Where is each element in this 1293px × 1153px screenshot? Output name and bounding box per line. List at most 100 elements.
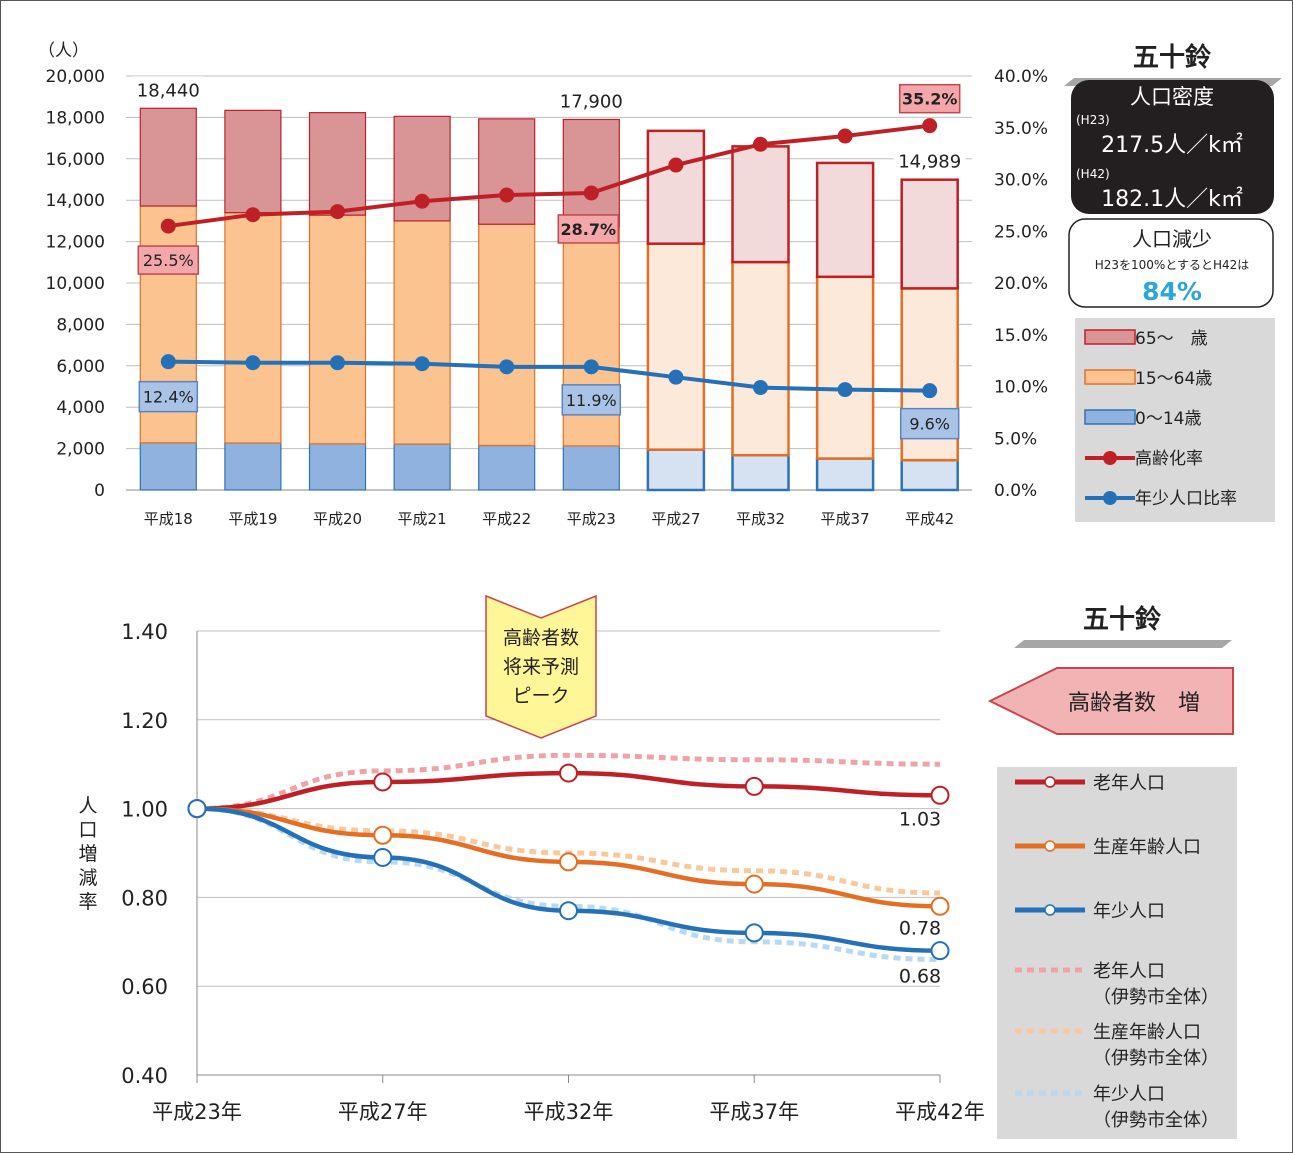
x-tick-label: 平成27 xyxy=(651,510,700,528)
legend-marker xyxy=(1044,776,1056,788)
bar-segment xyxy=(224,442,282,491)
legend-label: 年少人口 xyxy=(1093,1084,1165,1105)
y-tick-label: 1.40 xyxy=(121,620,168,644)
elderly-increase-arrow xyxy=(987,667,1234,735)
bar-segment xyxy=(308,214,367,445)
bar-segment xyxy=(308,443,367,491)
legend-marker xyxy=(1103,451,1117,465)
y-right-tick-label: 35.0% xyxy=(994,119,1048,139)
rate-point xyxy=(414,356,430,372)
y-left-tick-label: 4,000 xyxy=(56,398,105,418)
youth-rate-line xyxy=(168,359,930,393)
y-left-tick-label: 6,000 xyxy=(56,357,105,377)
series-point xyxy=(930,785,950,805)
rate-point xyxy=(922,383,938,399)
bar-segment xyxy=(562,118,620,228)
y-axis-label-char: 口 xyxy=(78,819,97,841)
total-label: 17,900 xyxy=(560,91,623,112)
series-point xyxy=(930,896,950,916)
district-title: 五十鈴 xyxy=(1083,604,1162,635)
bar-segment xyxy=(815,161,875,279)
legend-label: 15〜64歳 xyxy=(1135,369,1212,389)
y-left-tick-label: 0 xyxy=(94,481,105,501)
series-point xyxy=(559,901,578,921)
series-point xyxy=(187,799,207,819)
x-tick-label: 平成22 xyxy=(482,510,531,528)
y-right-tick-label: 20.0% xyxy=(994,274,1048,294)
legend-label: 生産年齢人口 xyxy=(1093,837,1201,858)
decline-value: 84% xyxy=(1142,277,1202,306)
rate-point xyxy=(583,185,599,201)
bar-segment xyxy=(224,212,282,444)
legend-marker xyxy=(1103,491,1117,505)
density-title: 人口密度 xyxy=(1130,85,1214,109)
h42-tag: (H42) xyxy=(1076,167,1110,181)
rate-point xyxy=(668,157,684,173)
bar-segment xyxy=(646,242,706,451)
peak-callout-text: 高齢者数 xyxy=(503,627,579,649)
aging-rate-label: 28.7% xyxy=(561,220,617,239)
rate-point xyxy=(160,218,176,234)
y-unit-label: （人） xyxy=(38,41,89,61)
youth-rate-label: 11.9% xyxy=(566,391,617,410)
y-axis-label: 人口増減率 xyxy=(78,795,97,913)
y-left-tick-label: 20,000 xyxy=(46,67,105,87)
rate-point xyxy=(245,355,261,371)
legend-swatch xyxy=(1084,369,1136,385)
end-value-label: 0.78 xyxy=(899,917,941,939)
bar-segment xyxy=(224,109,282,214)
total-label-bg xyxy=(893,147,966,174)
series-point xyxy=(744,923,764,943)
y-left-tick-label: 14,000 xyxy=(46,191,105,211)
rate-point xyxy=(330,204,345,220)
series-point xyxy=(930,941,950,961)
bar-segment xyxy=(478,223,536,447)
aging-rate-line xyxy=(168,123,930,229)
x-tick-label: 平成37年 xyxy=(709,1100,799,1124)
legend-sublabel: （伊勢市全体） xyxy=(1093,987,1219,1008)
bar-segment xyxy=(900,458,959,492)
elderly-increase-label: 高齢者数 増 xyxy=(1068,691,1200,716)
bar-segment xyxy=(562,445,620,491)
title-underline xyxy=(1014,640,1232,648)
bar-segment xyxy=(308,112,367,216)
bar-segment xyxy=(393,220,451,445)
y-right-tick-label: 15.0% xyxy=(994,326,1048,346)
city-series-line xyxy=(196,806,941,896)
h23-density-value: 217.5人／k㎡ xyxy=(1101,132,1243,158)
bar-segment xyxy=(139,107,197,207)
y-axis-label-char: 人 xyxy=(78,795,97,817)
youth-rate-label: 9.6% xyxy=(909,415,950,434)
x-tick-label: 平成42年 xyxy=(895,1100,985,1124)
rate-point xyxy=(414,193,430,209)
legend-swatch xyxy=(1084,329,1136,345)
total-label: 14,989 xyxy=(898,152,961,173)
bar-segment xyxy=(478,118,536,225)
y-tick-label: 0.60 xyxy=(121,975,168,999)
series-point xyxy=(744,776,764,796)
rate-point xyxy=(245,207,261,223)
h42-density-value: 182.1人／k㎡ xyxy=(1101,186,1243,212)
series-point xyxy=(373,847,393,867)
y-right-tick-label: 10.0% xyxy=(994,378,1048,398)
legend-label: 年少人口比率 xyxy=(1135,489,1237,509)
rate-point xyxy=(922,118,938,134)
end-value-label: 0.68 xyxy=(899,966,941,988)
total-label-bg xyxy=(555,87,628,114)
legend-2-bg xyxy=(997,767,1237,1139)
legend-swatch xyxy=(1084,409,1136,425)
bar-segment xyxy=(815,457,875,492)
aging-rate-label-box xyxy=(137,245,200,275)
bar-segment xyxy=(646,448,706,492)
y-axis-label-char: 減 xyxy=(78,867,97,889)
y-right-tick-label: 40.0% xyxy=(994,67,1048,87)
y-right-tick-label: 30.0% xyxy=(994,171,1048,191)
y-right-tick-label: 5.0% xyxy=(994,429,1037,449)
rate-point xyxy=(753,136,768,152)
y-left-tick-label: 18,000 xyxy=(46,108,105,128)
rate-point xyxy=(583,359,599,375)
total-label-bg xyxy=(132,76,205,103)
y-left-tick-label: 16,000 xyxy=(46,150,105,170)
h23-tag: (H23) xyxy=(1076,113,1110,127)
legend-label: 年少人口 xyxy=(1093,901,1165,922)
